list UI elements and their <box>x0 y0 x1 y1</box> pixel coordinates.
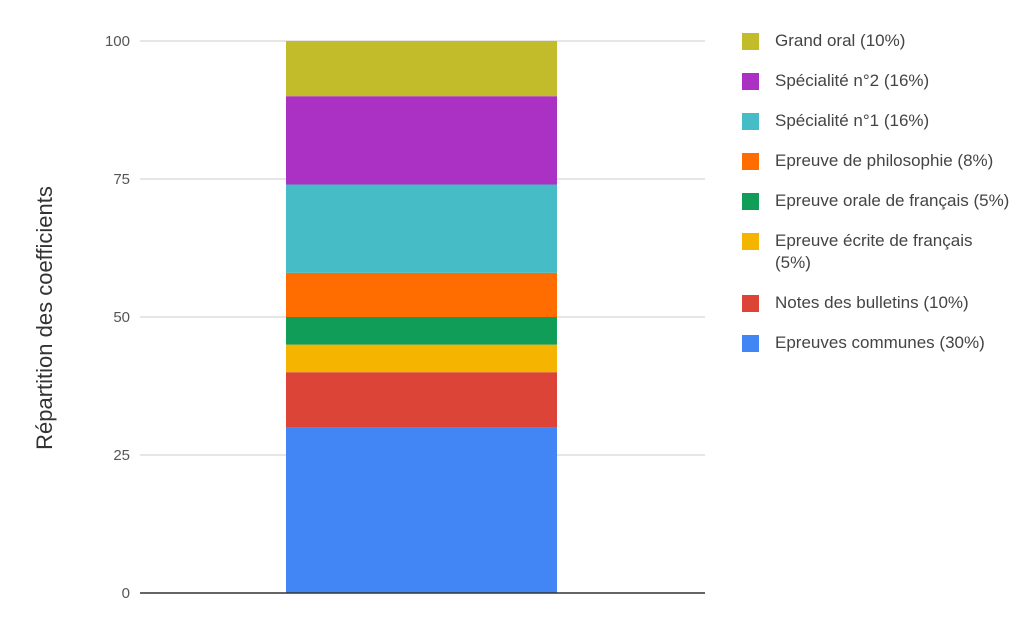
legend-label: Epreuve écrite de français (5%) <box>775 231 973 272</box>
legend-item[interactable]: Epreuves communes (30%) <box>742 332 1012 354</box>
bar-segment[interactable] <box>286 184 557 273</box>
bar-segment[interactable] <box>286 317 557 345</box>
legend-item[interactable]: Epreuve écrite de français (5%) <box>742 230 1012 274</box>
y-tick-label: 75 <box>113 171 130 188</box>
legend-label: Grand oral (10%) <box>775 31 906 50</box>
bar-segment[interactable] <box>286 344 557 373</box>
legend-item[interactable]: Epreuve de philosophie (8%) <box>742 150 1012 172</box>
legend-label: Epreuve orale de français (5%) <box>775 191 1010 210</box>
bar-segment[interactable] <box>286 41 557 97</box>
legend-item[interactable]: Spécialité n°1 (16%) <box>742 110 1012 132</box>
bar-segment[interactable] <box>286 96 557 185</box>
legend-swatch <box>742 295 759 312</box>
legend-swatch <box>742 73 759 90</box>
legend-item[interactable]: Epreuve orale de français (5%) <box>742 190 1012 212</box>
bar-segment[interactable] <box>286 372 557 428</box>
legend-item[interactable]: Notes des bulletins (10%) <box>742 292 1012 314</box>
legend-label: Spécialité n°1 (16%) <box>775 111 930 130</box>
legend-swatch <box>742 233 759 250</box>
y-tick-label: 50 <box>113 309 130 326</box>
legend-item[interactable]: Spécialité n°2 (16%) <box>742 70 1012 92</box>
y-tick-label: 25 <box>113 447 130 464</box>
legend-label: Epreuves communes (30%) <box>775 333 985 352</box>
y-tick-label: 0 <box>122 585 130 602</box>
legend-label: Epreuve de philosophie (8%) <box>775 151 994 170</box>
y-axis-label: Répartition des coefficients <box>32 186 57 450</box>
legend-item[interactable]: Grand oral (10%) <box>742 30 1012 52</box>
y-tick-label: 100 <box>105 33 130 50</box>
legend-swatch <box>742 193 759 210</box>
bar-segment[interactable] <box>286 272 557 317</box>
bar-stack <box>286 41 557 593</box>
legend-swatch <box>742 153 759 170</box>
legend-swatch <box>742 33 759 50</box>
legend: Grand oral (10%) Spécialité n°2 (16%) Spéc… <box>742 30 1012 372</box>
y-axis-ticks: 0 25 50 75 100 <box>105 33 130 602</box>
legend-swatch <box>742 113 759 130</box>
legend-swatch <box>742 335 759 352</box>
legend-label: Notes des bulletins (10%) <box>775 293 969 312</box>
bar-segment[interactable] <box>286 427 557 593</box>
legend-label: Spécialité n°2 (16%) <box>775 71 930 90</box>
